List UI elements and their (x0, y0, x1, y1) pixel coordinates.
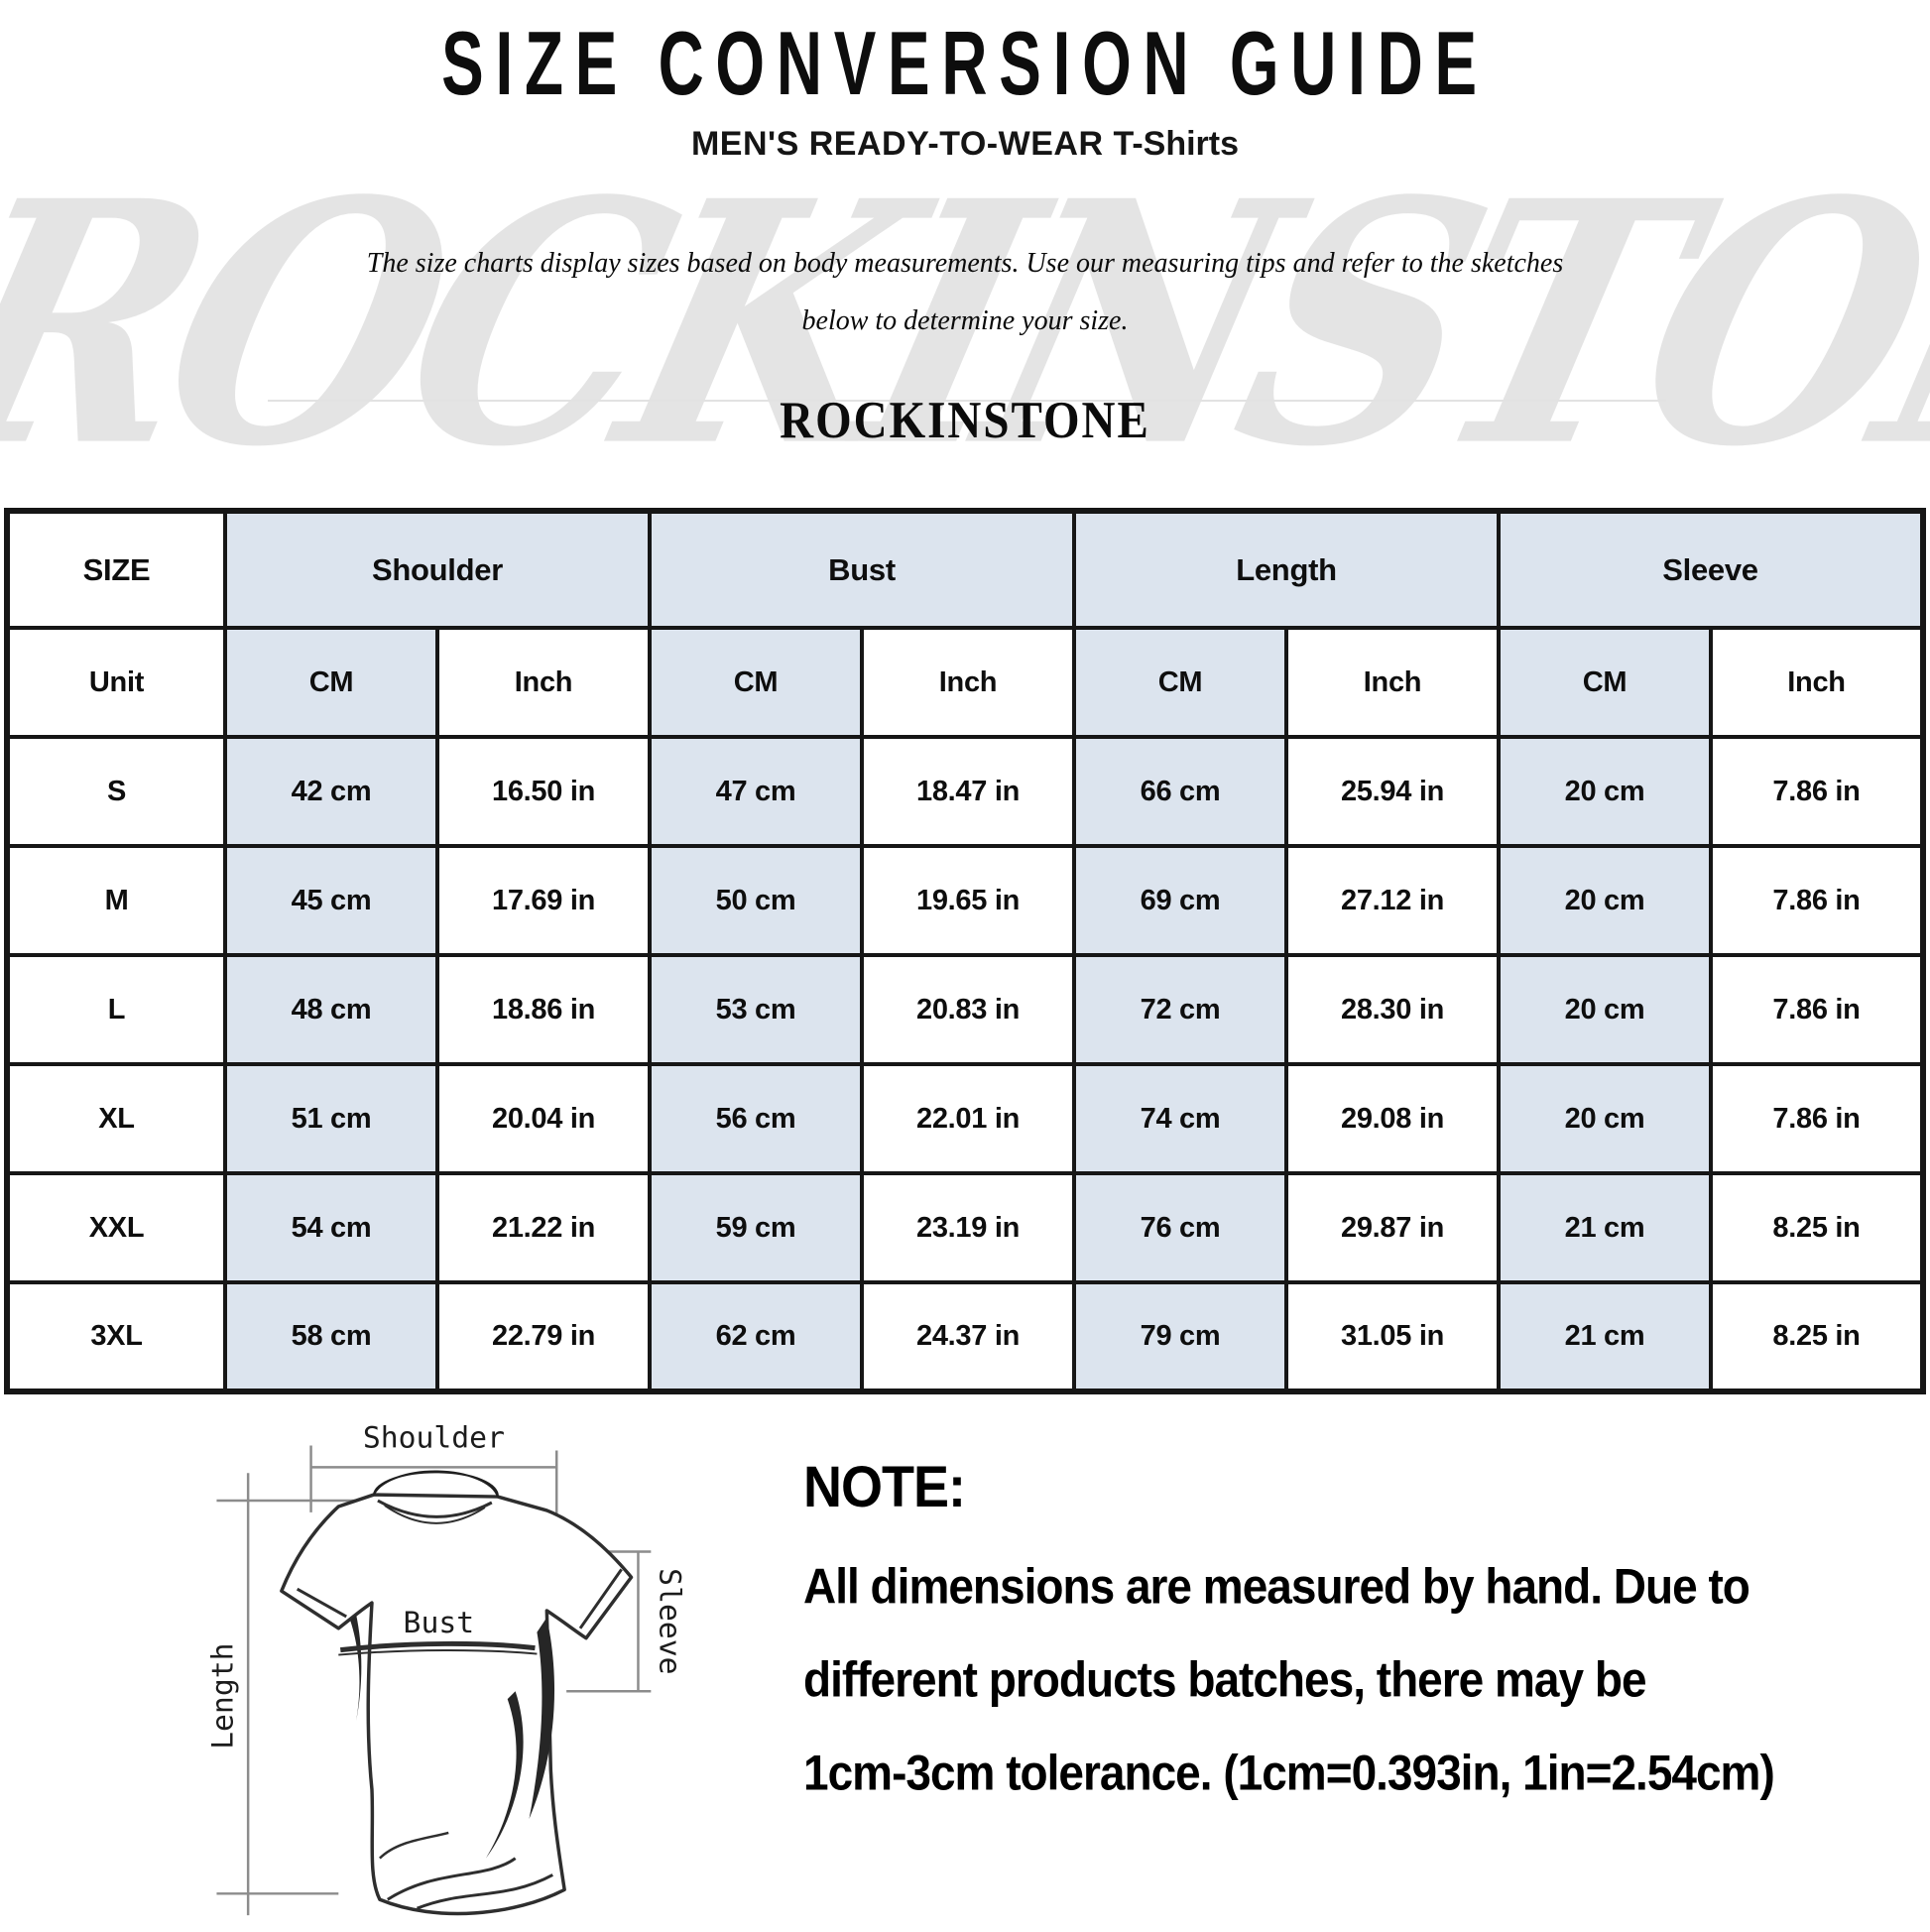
note-block: NOTE: All dimensions are measured by han… (803, 1454, 1874, 1799)
table-unit-cell: CM (648, 626, 864, 739)
table-value-cell: 56 cm (648, 1062, 864, 1175)
table-unit-cell: CM (223, 626, 439, 739)
table-value-cell: 69 cm (1072, 844, 1288, 957)
table-size-cell: S (5, 735, 227, 848)
table-value-cell: 50 cm (648, 844, 864, 957)
table-value-cell: 7.86 in (1709, 1062, 1925, 1175)
table-size-cell: 3XL (5, 1280, 227, 1393)
table-size-cell: M (5, 844, 227, 957)
table-size-cell: XL (5, 1062, 227, 1175)
table-value-cell: 22.01 in (860, 1062, 1076, 1175)
subtitle-product: T-Shirts (1113, 125, 1240, 163)
table-value-cell: 66 cm (1072, 735, 1288, 848)
table-value-cell: 31.05 in (1284, 1280, 1501, 1393)
table-value-cell: 18.86 in (435, 953, 652, 1066)
table-value-cell: 25.94 in (1284, 735, 1501, 848)
table-value-cell: 19.65 in (860, 844, 1076, 957)
table-value-cell: 8.25 in (1709, 1280, 1925, 1393)
measuring-tips-line2: below to determine your size. (801, 305, 1129, 336)
table-value-cell: 48 cm (223, 953, 439, 1066)
table-value-cell: 7.86 in (1709, 844, 1925, 957)
table-value-cell: 27.12 in (1284, 844, 1501, 957)
table-value-cell: 20 cm (1497, 953, 1713, 1066)
sketch-length-label: Length (205, 1642, 240, 1749)
table-size-cell: L (5, 953, 227, 1066)
table-unit-cell: Inch (1284, 626, 1501, 739)
size-table-container: SIZE Shoulder Bust Length Sleeve Unit CM Inch CM… (4, 508, 1926, 1394)
table-value-cell: 47 cm (648, 735, 864, 848)
sketch-sleeve-label: Sleeve (652, 1568, 686, 1674)
table-value-cell: 62 cm (648, 1280, 864, 1393)
table-value-cell: 53 cm (648, 953, 864, 1066)
table-value-cell: 23.19 in (860, 1171, 1076, 1284)
table-value-cell: 20.04 in (435, 1062, 652, 1175)
table-value-cell: 29.08 in (1284, 1062, 1501, 1175)
table-value-cell: 16.50 in (435, 735, 652, 848)
table-unit-cell: Inch (860, 626, 1076, 739)
table-unit-cell: CM (1497, 626, 1713, 739)
table-group-header: Bust (648, 509, 1076, 630)
table-unit-label: Unit (5, 626, 227, 739)
table-value-cell: 42 cm (223, 735, 439, 848)
table-value-cell: 74 cm (1072, 1062, 1288, 1175)
note-line: different products batches, there may be (803, 1650, 1647, 1708)
table-value-cell: 79 cm (1072, 1280, 1288, 1393)
collar (372, 1470, 499, 1498)
table-value-cell: 76 cm (1072, 1171, 1288, 1284)
table-value-cell: 17.69 in (435, 844, 652, 957)
sketch-shoulder-label: Shoulder (363, 1421, 505, 1456)
table-value-cell: 45 cm (223, 844, 439, 957)
table-value-cell: 22.79 in (435, 1280, 652, 1393)
page-title: SIZE CONVERSION GUIDE (441, 13, 1489, 115)
note-line: All dimensions are measured by hand. Due… (803, 1557, 1750, 1615)
table-value-cell: 59 cm (648, 1171, 864, 1284)
sketch-bust-label: Bust (404, 1606, 475, 1640)
table-value-cell: 20 cm (1497, 1062, 1713, 1175)
table-value-cell: 20 cm (1497, 844, 1713, 957)
table-value-cell: 7.86 in (1709, 953, 1925, 1066)
table-value-cell: 7.86 in (1709, 735, 1925, 848)
table-value-cell: 29.87 in (1284, 1171, 1501, 1284)
table-value-cell: 58 cm (223, 1280, 439, 1393)
table-value-cell: 51 cm (223, 1062, 439, 1175)
tshirt-measurement-sketch: Shoulder Bust Length Sleeve (188, 1396, 764, 1927)
divider-line (268, 400, 1666, 402)
table-value-cell: 21 cm (1497, 1280, 1713, 1393)
table-value-cell: 54 cm (223, 1171, 439, 1284)
size-table: SIZE Shoulder Bust Length Sleeve Unit CM Inch CM… (4, 508, 1926, 1394)
tshirt-sketch-svg: Shoulder Bust Length Sleeve (205, 1421, 686, 1916)
table-value-cell: 18.47 in (860, 735, 1076, 848)
table-value-cell: 28.30 in (1284, 953, 1501, 1066)
table-value-cell: 72 cm (1072, 953, 1288, 1066)
table-value-cell: 21 cm (1497, 1171, 1713, 1284)
tshirt-body-outline (280, 1493, 634, 1916)
measuring-tips-line1: The size charts display sizes based on b… (366, 248, 1564, 279)
table-size-column-header: SIZE (5, 509, 227, 630)
table-size-cell: XXL (5, 1171, 227, 1284)
brand-name: ROCKINSTONE (780, 392, 1150, 450)
subtitle: MEN'S READY-TO-WEAR T-Shirts (0, 125, 1930, 164)
subtitle-category: MEN'S READY-TO-WEAR (690, 125, 1104, 163)
table-group-header: Shoulder (223, 509, 652, 630)
table-value-cell: 21.22 in (435, 1171, 652, 1284)
table-group-header: Sleeve (1497, 509, 1925, 630)
table-value-cell: 20.83 in (860, 953, 1076, 1066)
note-line: 1cm-3cm tolerance. (1cm=0.393in, 1in=2.5… (803, 1744, 1775, 1801)
table-unit-cell: Inch (435, 626, 652, 739)
table-unit-cell: CM (1072, 626, 1288, 739)
table-value-cell: 24.37 in (860, 1280, 1076, 1393)
table-value-cell: 20 cm (1497, 735, 1713, 848)
table-value-cell: 8.25 in (1709, 1171, 1925, 1284)
table-unit-cell: Inch (1709, 626, 1925, 739)
table-group-header: Length (1072, 509, 1501, 630)
note-heading: NOTE: (803, 1455, 966, 1519)
